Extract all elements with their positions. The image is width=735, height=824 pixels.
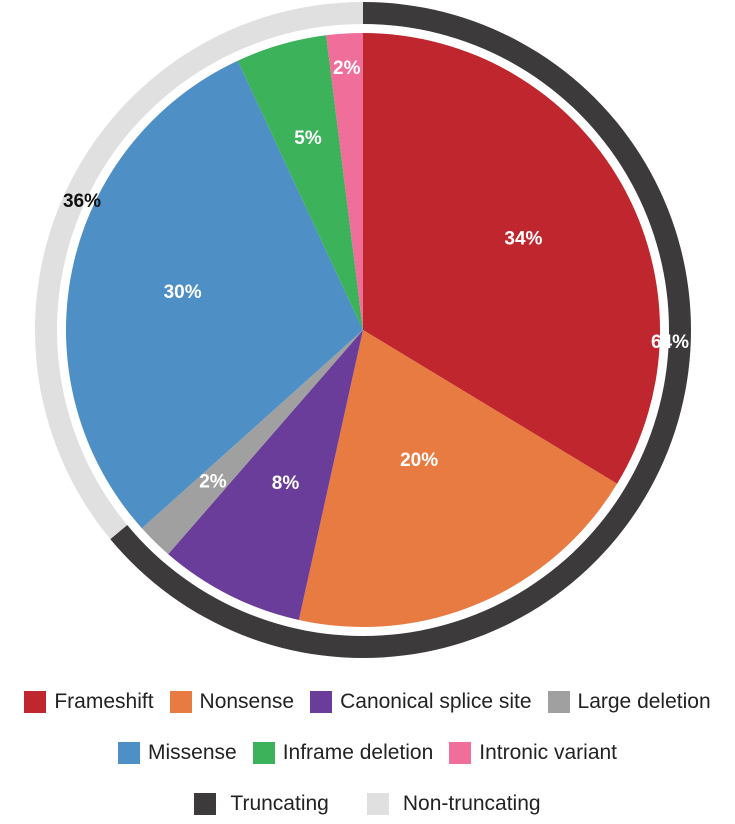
slice-label-intronic-variant: 2% <box>333 58 361 79</box>
legend-row-1: Frameshift Nonsense Canonical splice sit… <box>0 690 735 714</box>
legend-label: Non-truncating <box>402 792 541 815</box>
pie-chart: 34% 20% 8% 2% 30% 5% 2% 64% 36% <box>35 2 691 659</box>
slice-label-inframe-deletion: 5% <box>294 128 322 149</box>
slice-label-nonsense: 20% <box>400 450 438 471</box>
ring-segment-non-truncating <box>35 2 363 540</box>
pie-slice-frameshift <box>363 33 660 484</box>
legend-label: Truncating <box>230 792 329 815</box>
legend-item-truncating: Truncating <box>194 792 329 816</box>
legend-swatch <box>547 691 570 713</box>
legend-swatch <box>366 793 389 815</box>
pie-slice-canonical-splice-site <box>168 330 363 620</box>
pie-slice-large-deletion <box>141 330 363 555</box>
pie-slice-missense <box>66 60 364 529</box>
legend-label: Intronic variant <box>479 741 618 764</box>
pie-slice-intronic-variant <box>326 33 363 330</box>
legend-item-frameshift: Frameshift <box>24 690 154 714</box>
legend-swatch <box>117 742 140 764</box>
pie-slice-nonsense <box>298 330 618 627</box>
legend-item-large-deletion: Large deletion <box>547 690 711 714</box>
ring-label-non-truncating: 36% <box>63 191 101 212</box>
legend-label: Canonical splice site <box>340 690 532 713</box>
legend-item-inframe-deletion: Inframe deletion <box>252 741 434 765</box>
ring-segment-truncating <box>110 2 691 659</box>
legend-label: Missense <box>147 741 237 764</box>
slice-label-canonical-splice-site: 8% <box>272 473 300 494</box>
legend-row-2: Missense Inframe deletion Intronic varia… <box>0 741 735 765</box>
legend-swatch <box>169 691 192 713</box>
slice-label-missense: 30% <box>164 282 202 303</box>
legend-item-intronic-variant: Intronic variant <box>449 741 617 765</box>
legend-swatch <box>252 742 275 764</box>
legend-label: Inframe deletion <box>282 741 434 764</box>
slice-label-large-deletion: 2% <box>199 471 227 492</box>
legend-item-missense: Missense <box>117 741 237 765</box>
pie-slice-inframe-deletion <box>237 35 363 331</box>
ring-label-truncating: 64% <box>651 332 689 353</box>
legend-item-non-truncating: Non-truncating <box>366 792 541 816</box>
legend-item-nonsense: Nonsense <box>169 690 295 714</box>
slice-label-frameshift: 34% <box>504 229 542 250</box>
legend-swatch <box>24 691 47 713</box>
legend-swatch <box>449 742 472 764</box>
legend-row-3: Truncating Non-truncating <box>0 792 735 816</box>
legend-item-canonical-splice-site: Canonical splice site <box>310 690 532 714</box>
legend-label: Large deletion <box>577 690 711 713</box>
legend-label: Frameshift <box>54 690 154 713</box>
legend-label: Nonsense <box>199 690 295 713</box>
legend-swatch <box>194 793 217 815</box>
legend-swatch <box>310 691 333 713</box>
